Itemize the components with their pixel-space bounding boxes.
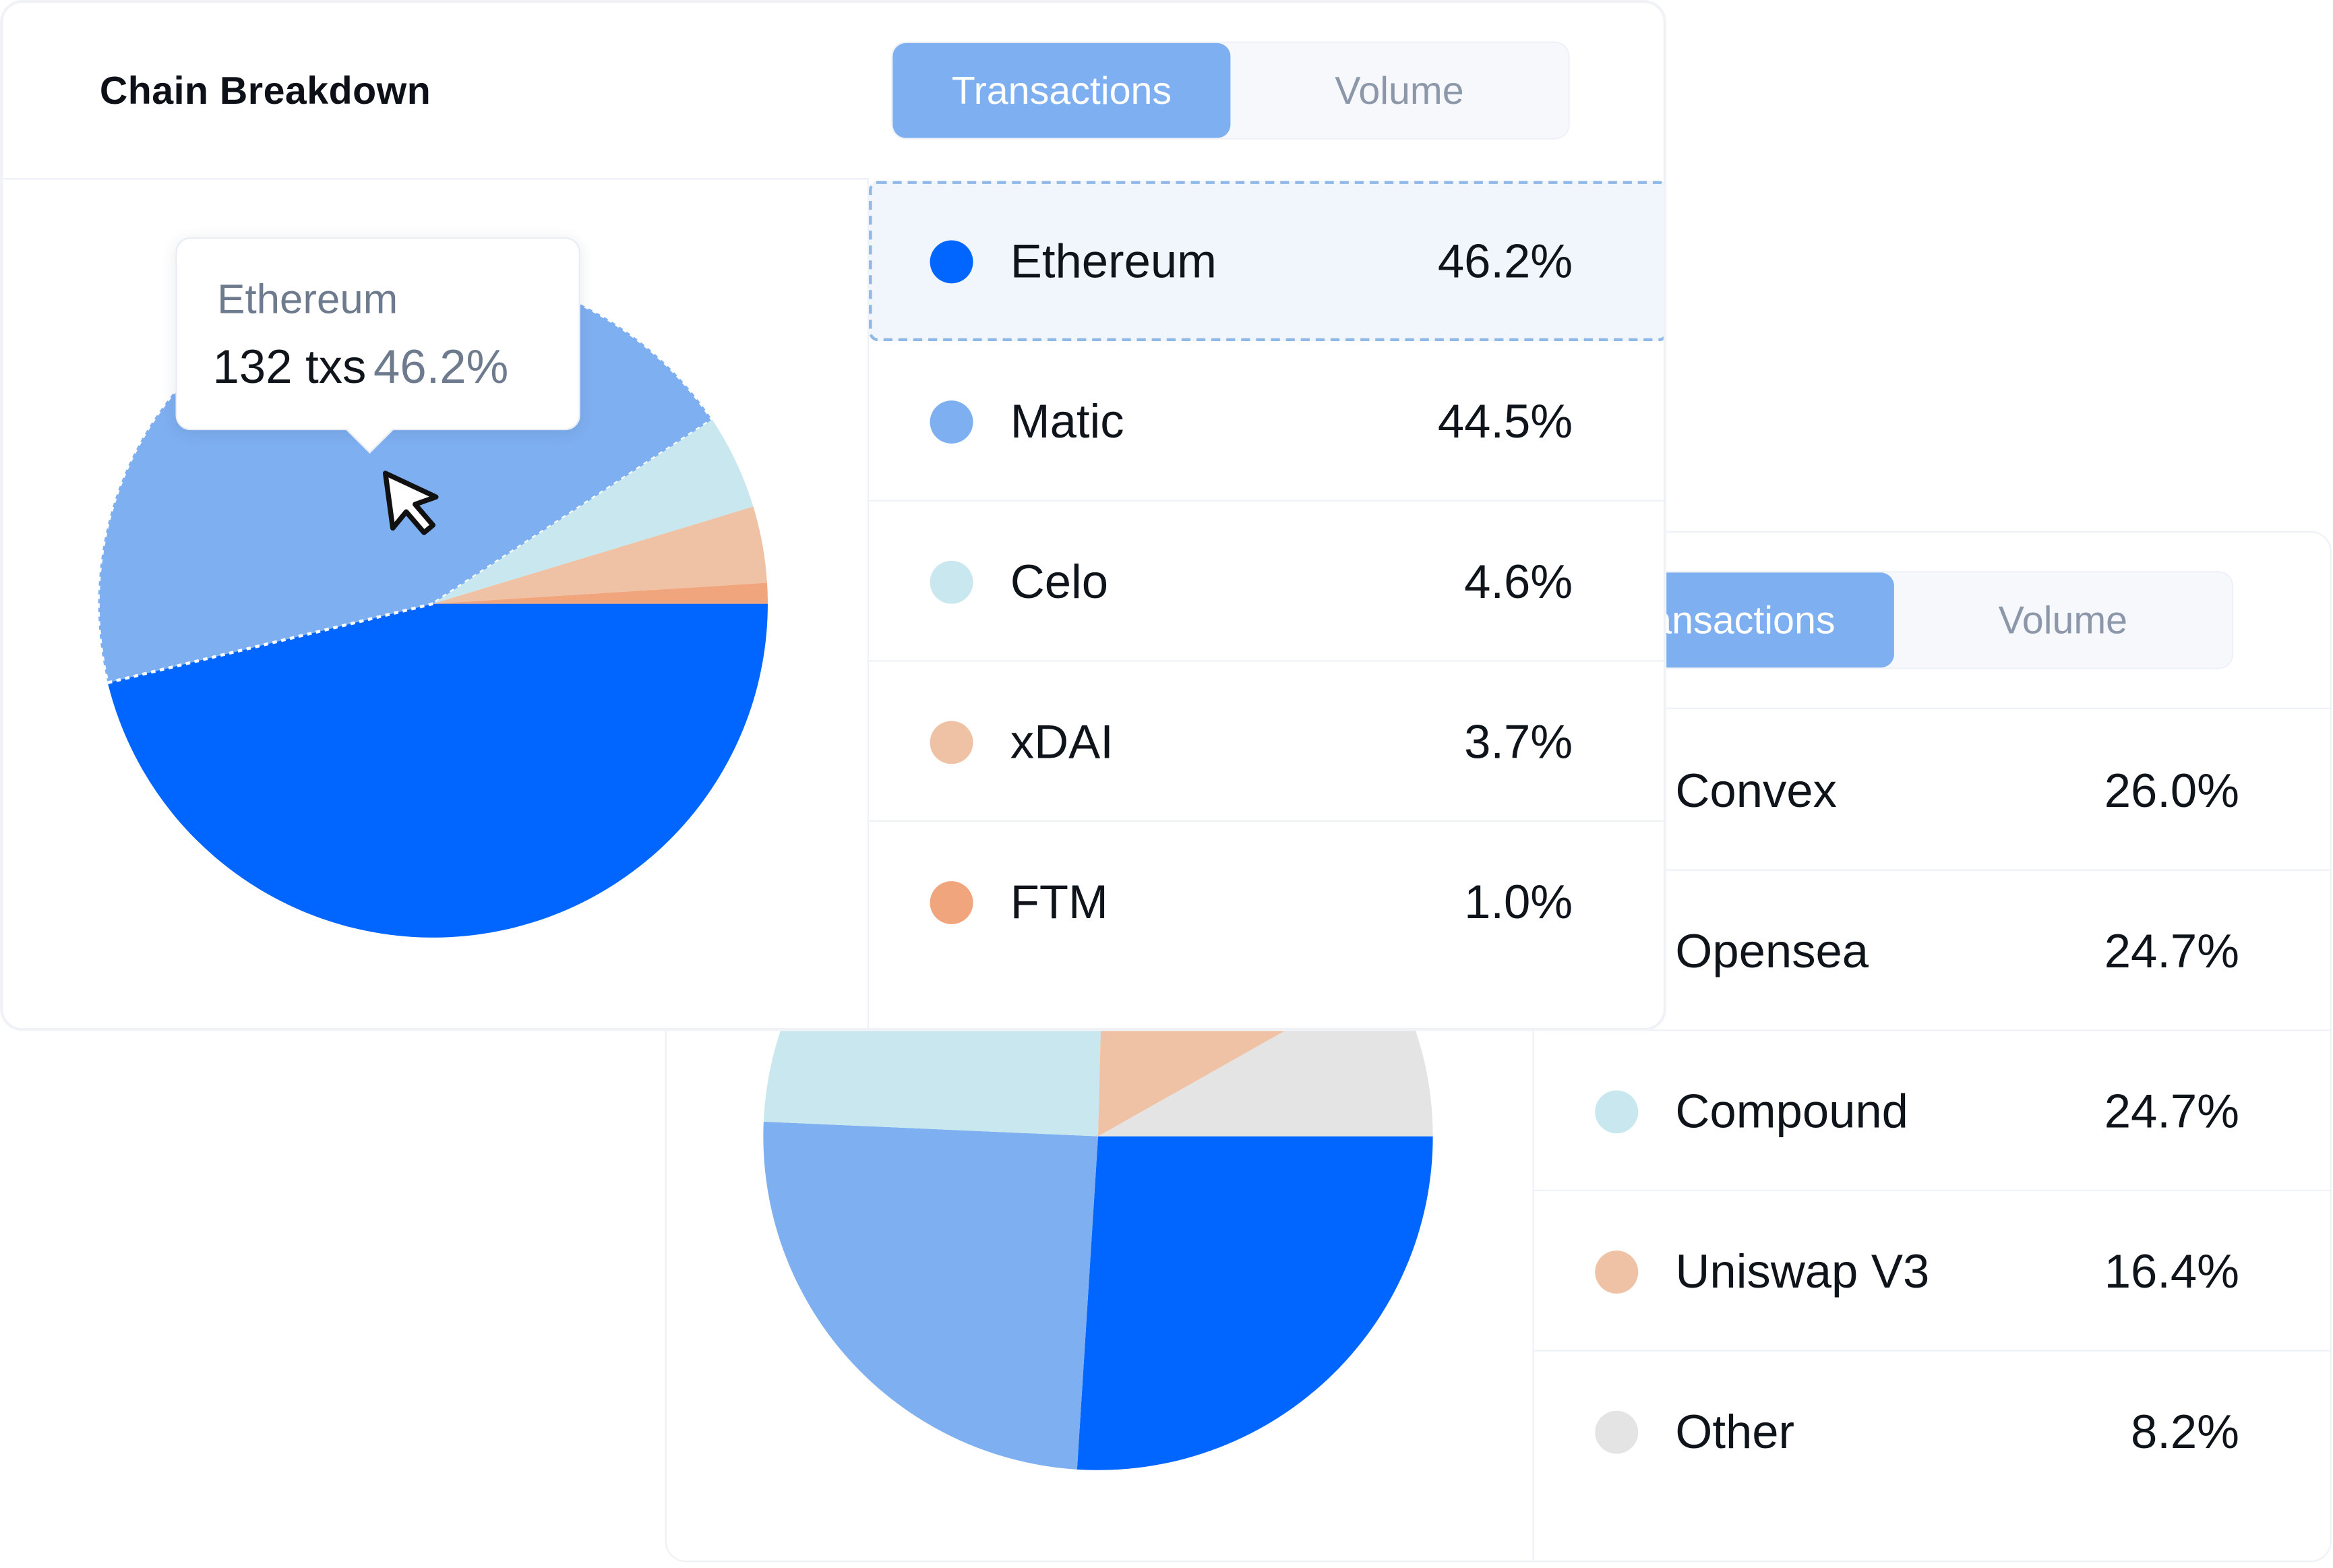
tab-switch: Transactions Volume: [891, 41, 1570, 140]
tab-volume[interactable]: Volume: [1335, 67, 1464, 113]
legend-row-xdai[interactable]: xDAI 3.7%: [869, 661, 1664, 822]
tooltip-title: Ethereum: [217, 276, 398, 322]
legend-value: 4.6%: [1464, 555, 1573, 609]
legend-dot: [1595, 1250, 1639, 1294]
legend-value: 16.4%: [2104, 1244, 2239, 1298]
legend-name: Celo: [1010, 555, 1109, 609]
pie-tooltip: Ethereum 132 txs 46.2%: [175, 237, 580, 431]
legend-value: 1.0%: [1464, 875, 1573, 929]
legend-name: Convex: [1675, 764, 1837, 818]
legend-name: Other: [1675, 1404, 1795, 1459]
legend-row-compound[interactable]: Compound 24.7%: [1534, 1031, 2330, 1192]
chain-breakdown-card: Chain Breakdown Transactions Volume Ethe…: [1, 1, 1665, 1030]
legend-dot: [930, 560, 973, 604]
legend-row-celo[interactable]: Celo 4.6%: [869, 502, 1664, 662]
legend-dot: [930, 400, 973, 444]
legend-value: 24.7%: [2104, 1084, 2239, 1138]
mouse-pointer-icon: [382, 471, 439, 535]
legend-name: xDAI: [1010, 715, 1114, 768]
chain-legend: Ethereum 46.2% Matic 44.5% Celo 4.6% xDA…: [867, 178, 1664, 1029]
legend-name: Matic: [1010, 394, 1124, 448]
legend-value: 24.7%: [2104, 924, 2239, 978]
tooltip-percent: 46.2%: [373, 339, 509, 394]
legend-value: 8.2%: [2130, 1404, 2239, 1459]
pie-slice-convex[interactable]: [1077, 1136, 1433, 1470]
legend-dot: [930, 881, 973, 924]
tab-volume[interactable]: Volume: [1998, 597, 2128, 642]
pie-slice-xdai[interactable]: [433, 506, 767, 604]
legend-value: 44.5%: [1437, 394, 1573, 448]
legend-row-ethereum[interactable]: Ethereum 46.2%: [869, 181, 1664, 342]
legend-dot: [1595, 1410, 1639, 1454]
legend-name: Uniswap V3: [1675, 1244, 1930, 1298]
legend-name: FTM: [1010, 875, 1108, 929]
tooltip-count: 132 txs: [212, 339, 367, 394]
legend-value: 46.2%: [1437, 234, 1573, 288]
tab-transactions[interactable]: Transactions: [892, 42, 1231, 138]
legend-row-uniswap-v3[interactable]: Uniswap V3 16.4%: [1534, 1191, 2330, 1352]
legend-row-matic[interactable]: Matic 44.5%: [869, 341, 1664, 502]
legend-name: Compound: [1675, 1084, 1908, 1138]
legend-name: Ethereum: [1010, 234, 1217, 288]
legend-value: 3.7%: [1464, 715, 1573, 768]
legend-row-other[interactable]: Other 8.2%: [1534, 1352, 2330, 1512]
legend-dot: [1595, 1090, 1639, 1134]
legend-row-ftm[interactable]: FTM 1.0%: [869, 822, 1664, 982]
legend-dot: [930, 721, 973, 764]
legend-value: 26.0%: [2104, 764, 2239, 818]
header-divider: [3, 178, 1664, 180]
pie-slice-opensea[interactable]: [763, 1121, 1098, 1470]
card-title: Chain Breakdown: [99, 68, 431, 113]
legend-dot: [930, 240, 973, 284]
legend-name: Opensea: [1675, 924, 1869, 978]
pie-slice-celo[interactable]: [433, 419, 754, 604]
pie-slice-ethereum[interactable]: [107, 603, 768, 938]
pie-slice-ftm[interactable]: [433, 582, 768, 604]
protocol-legend: Convex 26.0% Opensea 24.7% Compound 24.7…: [1532, 711, 2330, 1561]
